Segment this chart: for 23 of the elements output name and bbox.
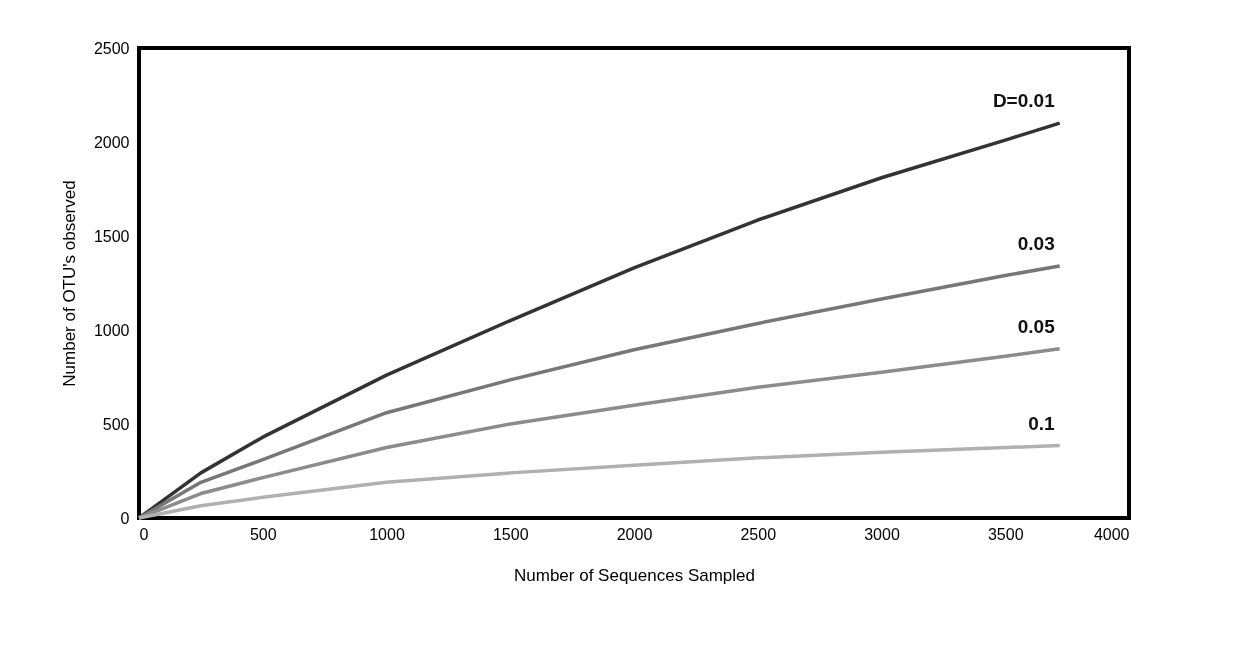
series-label: 0.03 [1017, 233, 1055, 255]
x-tick-label: 1000 [369, 525, 405, 543]
x-tick-label: 3500 [987, 525, 1024, 543]
series-label: 0.05 [1017, 315, 1056, 337]
line-series [137, 347, 1062, 520]
series-label: D=0.01 [992, 90, 1056, 112]
y-tick-label: 0 [120, 509, 130, 527]
series-label: 0.1 [1028, 412, 1056, 434]
y-tick-label: 2500 [93, 39, 130, 57]
line-series [137, 443, 1062, 520]
x-tick-label: 3000 [864, 525, 900, 543]
y-tick-label: 1500 [93, 227, 130, 245]
x-tick-label: 2000 [616, 525, 653, 543]
x-tick-label: 4000 [1093, 525, 1130, 543]
y-axis-title: Number of OTU's observed [59, 180, 79, 387]
x-tick-label: 500 [249, 525, 277, 543]
x-tick-label: 0 [139, 525, 149, 543]
y-tick-label: 1000 [93, 321, 130, 339]
x-axis-title: Number of Sequences Sampled [514, 565, 755, 585]
x-tick-label: 1500 [492, 525, 529, 543]
y-tick-label: 500 [102, 415, 130, 433]
x-tick-label: 2500 [740, 525, 777, 543]
y-tick-label: 2000 [93, 133, 130, 151]
